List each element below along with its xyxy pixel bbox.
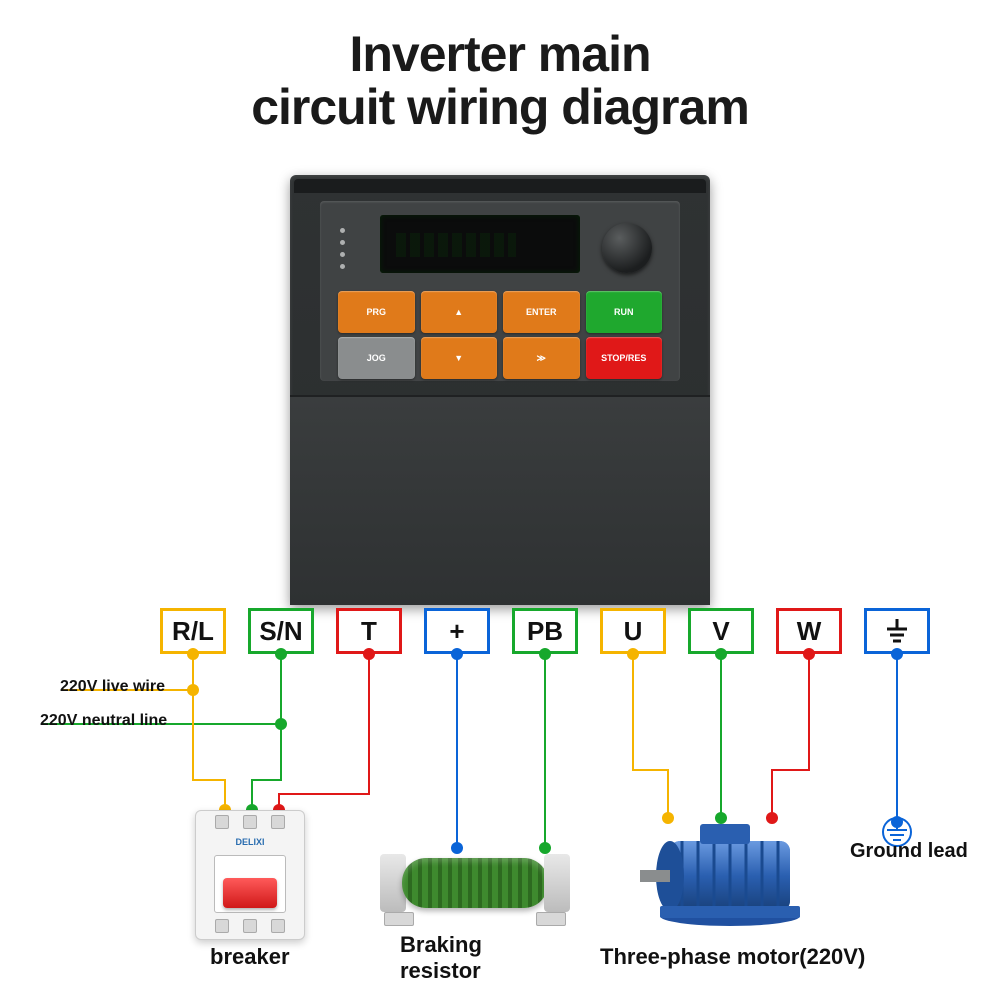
- label-motor: Three-phase motor(220V): [600, 944, 865, 970]
- breaker-toggle: [223, 878, 277, 908]
- label-live-wire: 220V live wire: [60, 678, 165, 696]
- breaker-brand: DELIXI: [196, 837, 304, 847]
- label-resistor2: resistor: [400, 958, 481, 984]
- label-breaker: breaker: [210, 944, 290, 970]
- label-neutral-line: 220V neutral line: [40, 712, 167, 730]
- label-resistor1: Braking: [400, 932, 482, 958]
- three-phase-motor: [620, 806, 820, 936]
- braking-resistor: [380, 848, 570, 918]
- circuit-breaker: DELIXI: [195, 810, 305, 940]
- label-ground-lead: Ground lead: [850, 840, 968, 863]
